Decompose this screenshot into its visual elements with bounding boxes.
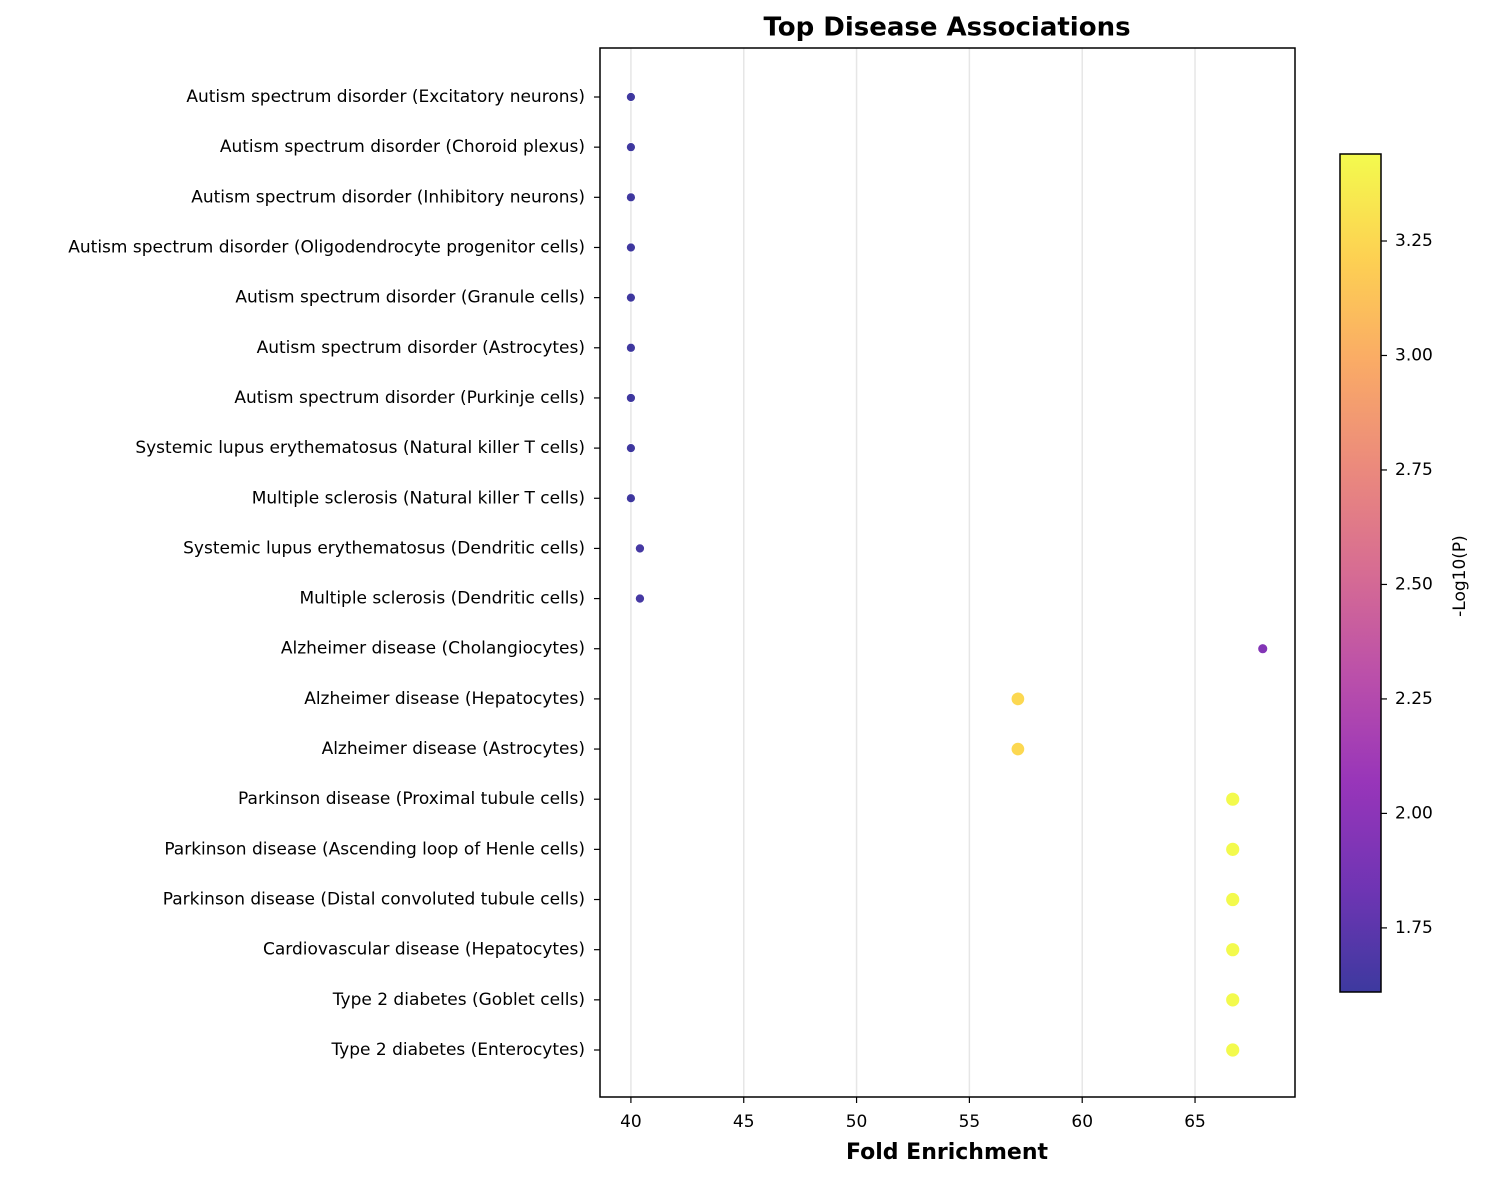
colorbar-tick-label: 3.25 — [1395, 231, 1433, 251]
colorbar — [1340, 154, 1381, 992]
colorbar-tick-label: 2.25 — [1395, 689, 1433, 709]
y-tick-label: Multiple sclerosis (Natural killer T cel… — [252, 488, 585, 508]
dot — [626, 393, 636, 403]
dot — [626, 92, 636, 102]
y-tick-label: Cardiovascular disease (Hepatocytes) — [263, 940, 585, 960]
dot — [1257, 643, 1269, 655]
x-tick-label: 65 — [1184, 1112, 1206, 1132]
y-tick-label: Parkinson disease (Distal convoluted tub… — [163, 890, 585, 910]
colorbar-label: -Log10(P) — [1450, 535, 1470, 617]
dot — [626, 443, 636, 454]
y-tick-label: Autism spectrum disorder (Excitatory neu… — [186, 87, 585, 107]
colorbar-frame — [1339, 153, 1382, 993]
y-tick-label: Autism spectrum disorder (Oligodendrocyt… — [68, 237, 585, 257]
x-axis-label: Fold Enrichment — [846, 1140, 1048, 1165]
y-tick-label: Alzheimer disease (Hepatocytes) — [304, 689, 585, 709]
dot — [626, 242, 636, 253]
colorbar-tick-label: 2.75 — [1395, 460, 1433, 480]
y-tick-label: Type 2 diabetes (Goblet cells) — [332, 990, 585, 1010]
dot — [1225, 791, 1241, 807]
dot — [1225, 892, 1241, 907]
y-tick-label: Multiple sclerosis (Dendritic cells) — [299, 589, 585, 609]
colorbar-tick-label: 2.00 — [1395, 803, 1433, 823]
y-tick-label: Systemic lupus erythematosus (Natural ki… — [135, 438, 585, 458]
dot — [1010, 691, 1026, 707]
colorbar-tick-label: 1.75 — [1395, 918, 1433, 938]
dot — [626, 292, 636, 303]
dot — [626, 142, 636, 153]
dot — [626, 192, 636, 203]
y-tick-label: Autism spectrum disorder (Astrocytes) — [257, 338, 585, 358]
y-tick-label: Alzheimer disease (Astrocytes) — [322, 739, 585, 759]
y-tick-label: Parkinson disease (Ascending loop of Hen… — [164, 839, 585, 859]
dot — [1225, 841, 1241, 857]
x-tick-label: 55 — [959, 1112, 981, 1132]
dot — [626, 342, 636, 353]
dot — [634, 593, 645, 604]
y-tick-label: Type 2 diabetes (Enterocytes) — [330, 1040, 585, 1060]
y-tick-label: Autism spectrum disorder (Inhibitory neu… — [191, 187, 585, 207]
x-tick-label: 45 — [733, 1112, 755, 1132]
dot — [1225, 1042, 1241, 1058]
y-tick-label: Autism spectrum disorder (Purkinje cells… — [234, 388, 585, 408]
y-tick-label: Systemic lupus erythematosus (Dendritic … — [183, 538, 585, 558]
dot — [626, 493, 636, 504]
y-tick-label: Autism spectrum disorder (Choroid plexus… — [220, 137, 585, 157]
dot — [1225, 942, 1241, 958]
x-tick-label: 50 — [846, 1112, 868, 1132]
plot-frame — [599, 47, 1296, 1098]
dot — [1010, 741, 1026, 757]
dot — [634, 543, 645, 554]
colorbar-tick-label: 2.50 — [1395, 574, 1433, 594]
x-tick-label: 60 — [1071, 1112, 1093, 1132]
x-tick-label: 40 — [620, 1112, 642, 1132]
y-tick-label: Alzheimer disease (Cholangiocytes) — [281, 639, 585, 659]
colorbar-tick-label: 3.00 — [1395, 345, 1433, 365]
chart-title: Top Disease Associations — [763, 13, 1130, 43]
dot — [1225, 992, 1241, 1008]
y-tick-label: Autism spectrum disorder (Granule cells) — [235, 288, 585, 308]
y-tick-label: Parkinson disease (Proximal tubule cells… — [238, 789, 585, 809]
